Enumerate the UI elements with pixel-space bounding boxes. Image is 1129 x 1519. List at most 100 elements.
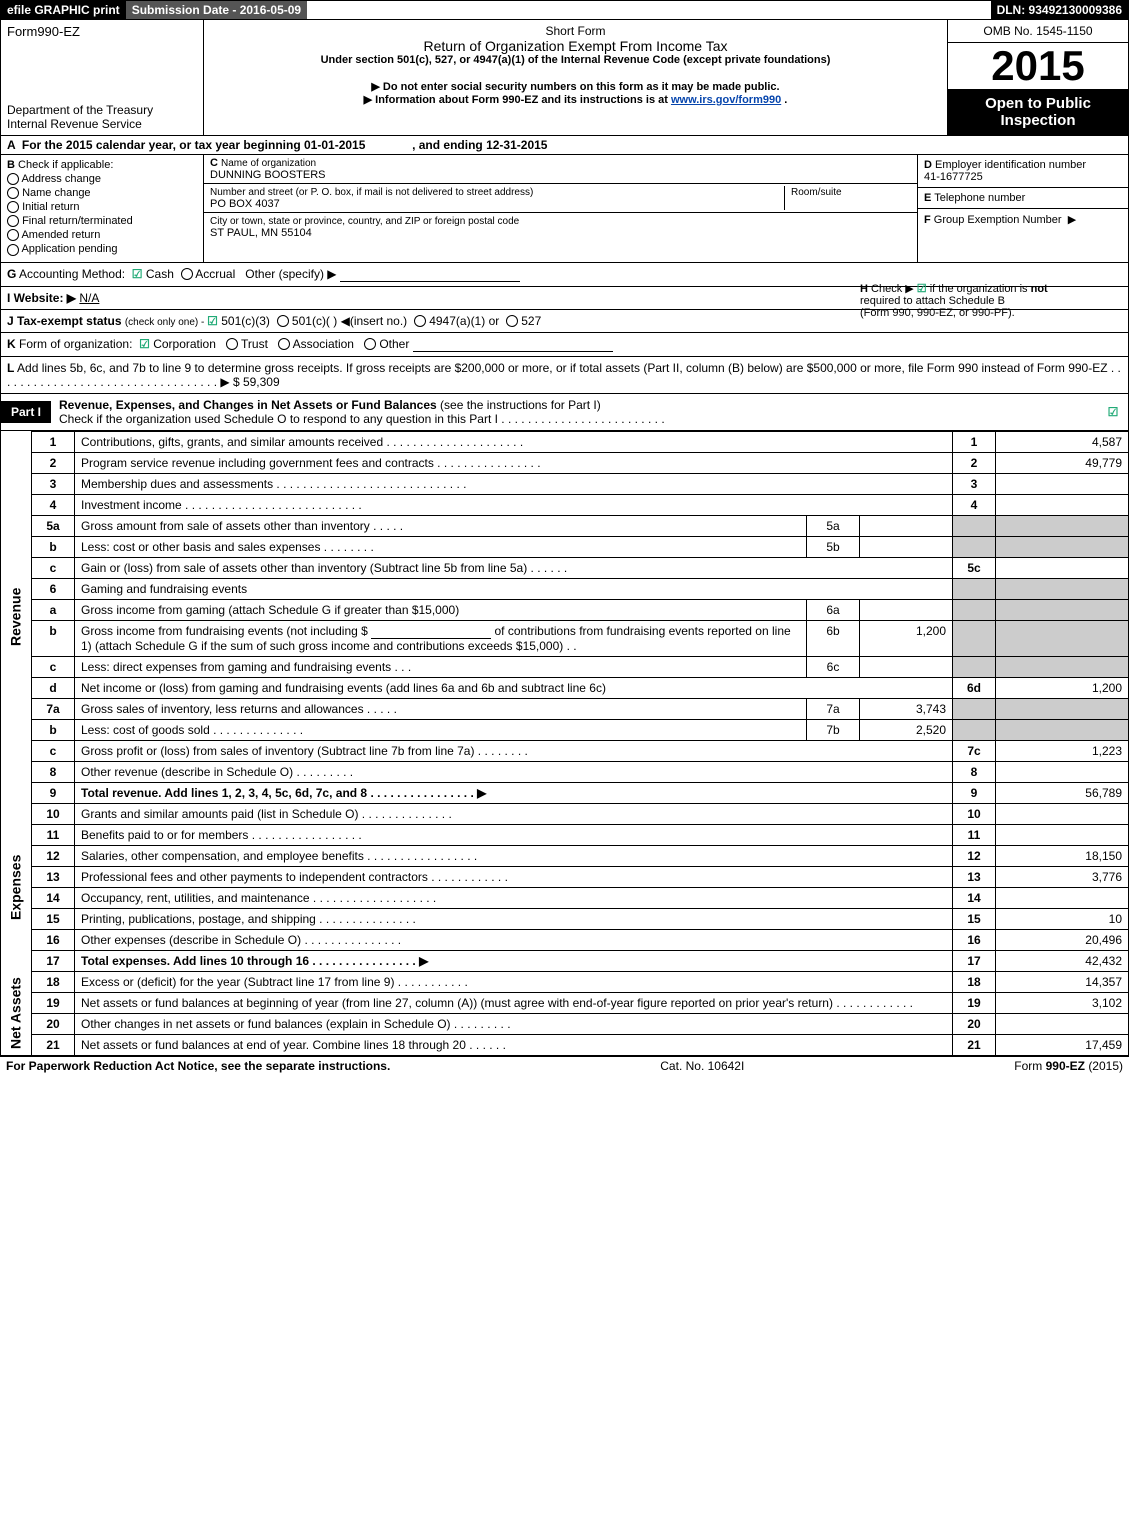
j-4947: 4947(a)(1) or xyxy=(429,314,499,328)
form-header: Form990-EZ Department of the Treasury In… xyxy=(0,20,1129,136)
expenses-side-label: Expenses xyxy=(1,803,32,971)
part1-title-block: Revenue, Expenses, and Changes in Net As… xyxy=(51,394,1098,430)
spacer xyxy=(307,1,990,19)
org-address: PO BOX 4037 xyxy=(210,198,280,210)
cal-year-begin: For the 2015 calendar year, or tax year … xyxy=(22,138,366,152)
g-label: Accounting Method: xyxy=(19,267,125,281)
footer-right: Form 990-EZ (2015) xyxy=(1014,1059,1123,1073)
table-row: 7a Gross sales of inventory, less return… xyxy=(1,698,1129,719)
k-trust-radio[interactable] xyxy=(226,338,238,350)
line-l: L Add lines 5b, 6c, and 7b to line 9 to … xyxy=(0,357,1129,394)
top-bar: efile GRAPHIC print Submission Date - 20… xyxy=(0,0,1129,20)
j-check-icon[interactable]: ☑ xyxy=(207,314,218,328)
tax-year: 2015 xyxy=(948,43,1128,89)
table-row: c Less: direct expenses from gaming and … xyxy=(1,656,1129,677)
line-a: A For the 2015 calendar year, or tax yea… xyxy=(0,136,1129,155)
short-form-label: Short Form xyxy=(210,24,941,38)
dept-block: Department of the Treasury Internal Reve… xyxy=(7,103,197,131)
b-amended-return[interactable]: Amended return xyxy=(7,229,197,241)
table-row: 5a Gross amount from sale of assets othe… xyxy=(1,515,1129,536)
line-amount: 4,587 xyxy=(996,431,1129,452)
section-bcdef: B Check if applicable: Address change Na… xyxy=(0,155,1129,263)
line-ref: 1 xyxy=(953,431,996,452)
website-value: N/A xyxy=(79,291,99,305)
k-assoc: Association xyxy=(293,337,354,351)
info-text-end: . xyxy=(784,94,787,106)
omb-number: OMB No. 1545-1150 xyxy=(948,20,1128,43)
l-amount: $ 59,309 xyxy=(233,375,280,389)
j-527-radio[interactable] xyxy=(506,315,518,327)
j-note: (check only one) - xyxy=(125,317,207,328)
table-row: 12 Salaries, other compensation, and emp… xyxy=(1,845,1129,866)
footer-left: For Paperwork Reduction Act Notice, see … xyxy=(6,1059,390,1073)
g-accrual-radio[interactable] xyxy=(181,268,193,280)
page-footer: For Paperwork Reduction Act Notice, see … xyxy=(0,1056,1129,1075)
box-b: B Check if applicable: Address change Na… xyxy=(1,155,204,262)
h-text3: (Form 990, 990-EZ, or 990-PF). xyxy=(860,307,1015,319)
table-row: 8 Other revenue (describe in Schedule O)… xyxy=(1,761,1129,782)
table-row: 2 Program service revenue including gove… xyxy=(1,452,1129,473)
k-assoc-radio[interactable] xyxy=(278,338,290,350)
org-city: ST PAUL, MN 55104 xyxy=(210,227,312,239)
j-4947-radio[interactable] xyxy=(414,315,426,327)
h-text1a: Check ▶ xyxy=(871,283,917,295)
net-assets-side-label: Net Assets xyxy=(1,971,32,1055)
part1-header: Part I Revenue, Expenses, and Changes in… xyxy=(0,394,1129,431)
h-check-icon[interactable]: ☑ xyxy=(917,283,927,295)
table-row: 13 Professional fees and other payments … xyxy=(1,866,1129,887)
table-row: b Gross income from fundraising events (… xyxy=(1,620,1129,656)
cal-year-end: , and ending 12-31-2015 xyxy=(412,138,547,152)
header-left: Form990-EZ Department of the Treasury In… xyxy=(1,20,204,135)
irs-form990-link[interactable]: www.irs.gov/form990 xyxy=(671,94,781,106)
f-label: Group Exemption Number xyxy=(934,214,1062,226)
b-name-change[interactable]: Name change xyxy=(7,187,197,199)
line-desc: Contributions, gifts, grants, and simila… xyxy=(75,431,953,452)
efile-print-label[interactable]: efile GRAPHIC print xyxy=(1,1,126,19)
form-number: Form990-EZ xyxy=(7,24,197,39)
box-def: D Employer identification number 41-1677… xyxy=(917,155,1128,262)
k-other-radio[interactable] xyxy=(364,338,376,350)
box-e: E Telephone number xyxy=(918,188,1128,209)
submission-date-label: Submission Date - 2016-05-09 xyxy=(126,1,307,19)
k-label: Form of organization: xyxy=(19,337,132,351)
table-row: 4 Investment income . . . . . . . . . . … xyxy=(1,494,1129,515)
table-row: a Gross income from gaming (attach Sched… xyxy=(1,599,1129,620)
line-g: G Accounting Method: ☑ Cash Accrual Othe… xyxy=(0,263,1129,287)
table-row: 6 Gaming and fundraising events xyxy=(1,578,1129,599)
table-row: b Less: cost or other basis and sales ex… xyxy=(1,536,1129,557)
k-other: Other xyxy=(379,337,409,351)
b-application-pending[interactable]: Application pending xyxy=(7,243,197,255)
h-text1b: if the organization is xyxy=(930,283,1031,295)
open-to-public: Open to Public Inspection xyxy=(948,89,1128,135)
table-row: 9 Total revenue. Add lines 1, 2, 3, 4, 5… xyxy=(1,782,1129,803)
b-address-change[interactable]: Address change xyxy=(7,173,197,185)
dln-label: DLN: 93492130009386 xyxy=(991,1,1128,19)
g-cash[interactable]: Cash xyxy=(146,267,174,281)
footer-mid: Cat. No. 10642I xyxy=(660,1059,744,1073)
info-line: ▶ Information about Form 990-EZ and its … xyxy=(210,93,941,106)
table-row: 16 Other expenses (describe in Schedule … xyxy=(1,929,1129,950)
l-text: Add lines 5b, 6c, and 7b to line 9 to de… xyxy=(17,361,1108,375)
6b-desc-1: Gross income from fundraising events (no… xyxy=(81,624,368,638)
arrow-icon: ▶ xyxy=(364,94,376,106)
part1-checkbox[interactable]: ☑ xyxy=(1098,405,1128,419)
table-row: d Net income or (loss) from gaming and f… xyxy=(1,677,1129,698)
c-addr-label: Number and street (or P. O. box, if mail… xyxy=(210,187,533,198)
j-501c-radio[interactable] xyxy=(277,315,289,327)
open-line2: Inspection xyxy=(1000,112,1075,129)
b-initial-return[interactable]: Initial return xyxy=(7,201,197,213)
c-name-label: Name of organization xyxy=(221,158,316,169)
b-final-return[interactable]: Final return/terminated xyxy=(7,215,197,227)
line-k: K Form of organization: ☑ Corporation Tr… xyxy=(0,333,1129,357)
table-row: Expenses 10 Grants and similar amounts p… xyxy=(1,803,1129,824)
j-501c: 501(c)( ) ◀(insert no.) xyxy=(292,314,407,328)
g-other: Other (specify) ▶ xyxy=(245,267,336,281)
c-city-label: City or town, state or province, country… xyxy=(210,216,519,227)
under-section: Under section 501(c), 527, or 4947(a)(1)… xyxy=(210,54,941,66)
c-addr-row: Number and street (or P. O. box, if mail… xyxy=(204,184,917,213)
table-row: 11 Benefits paid to or for members . . .… xyxy=(1,824,1129,845)
k-check-icon[interactable]: ☑ xyxy=(139,337,150,351)
j-501c3: 501(c)(3) xyxy=(221,314,270,328)
k-trust: Trust xyxy=(241,337,268,351)
table-row: 17 Total expenses. Add lines 10 through … xyxy=(1,950,1129,971)
